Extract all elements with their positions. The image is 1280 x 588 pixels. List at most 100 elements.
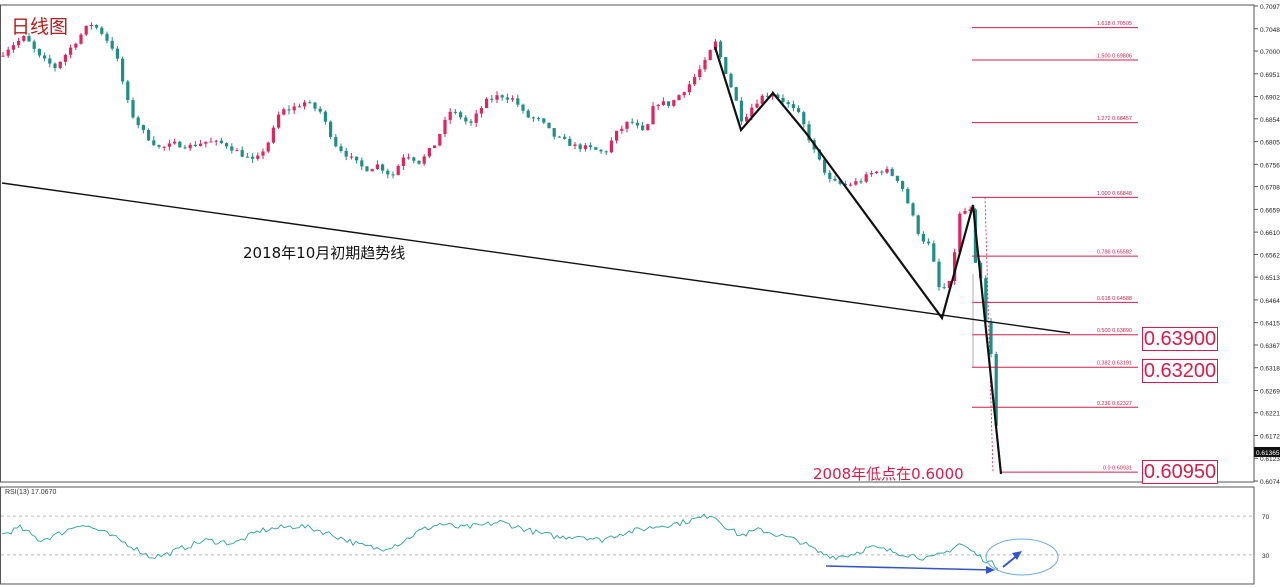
candle-body: [864, 174, 868, 182]
candle-body: [136, 117, 140, 126]
candle-body: [469, 121, 473, 123]
candle-body: [500, 95, 504, 98]
candle-body: [958, 213, 962, 253]
candle-body: [37, 48, 41, 56]
candle-body: [947, 280, 951, 289]
candle-body: [578, 144, 582, 150]
candle-body: [121, 58, 125, 82]
candle-body: [505, 97, 509, 100]
candle-body: [323, 111, 327, 122]
candle-body: [318, 108, 322, 112]
candle-body: [953, 252, 957, 281]
chart-title: 日线图: [11, 16, 69, 38]
candle-body: [859, 181, 863, 183]
candle-body: [531, 117, 535, 119]
candle-body: [303, 102, 307, 107]
candle-body: [604, 151, 608, 153]
candle-body: [355, 156, 359, 161]
candle-body: [573, 144, 577, 146]
candle-body: [516, 98, 520, 105]
candle-body: [625, 121, 629, 129]
candle-body: [781, 97, 785, 103]
candle-body: [615, 130, 619, 141]
candle-body: [677, 95, 681, 101]
candle-body: [235, 150, 239, 152]
candle-body: [651, 106, 655, 125]
candle-body: [115, 48, 119, 59]
candle-body: [422, 156, 426, 164]
candle-body: [17, 40, 21, 46]
candle-body: [427, 148, 431, 157]
trendline-label: 2018年10月初期趋势线: [243, 244, 406, 262]
candle-body: [921, 233, 925, 242]
candle-body: [906, 188, 910, 204]
current-price-marker: [1254, 446, 1280, 457]
candle-body: [11, 45, 15, 50]
candle-body: [734, 87, 738, 101]
level-box-060950: 0.60950: [1142, 460, 1218, 484]
candle-body: [739, 100, 743, 122]
candle-body: [750, 107, 754, 117]
candle-body: [162, 146, 166, 148]
rsi-label: RSI(13) 17.0670: [5, 489, 57, 496]
fib-label: 1.618 0.70505: [1097, 21, 1132, 27]
rsi-panel-frame: [0, 486, 1255, 585]
candle-body: [157, 145, 161, 147]
candle-body: [110, 40, 114, 49]
candle-body: [932, 243, 936, 262]
candle-body: [152, 140, 156, 146]
fib-label: 1.000 0.66848: [1097, 191, 1132, 197]
candle-body: [27, 36, 31, 42]
candle-body: [219, 140, 223, 144]
candle-body: [58, 61, 62, 69]
candle-body: [843, 183, 847, 186]
candle-body: [760, 95, 764, 104]
candle-body: [984, 278, 988, 323]
trendline-2018: [1, 182, 1071, 334]
candle-body: [854, 181, 858, 185]
candle-body: [292, 106, 296, 111]
candle-body: [937, 261, 941, 288]
candle-body: [261, 151, 265, 156]
candle-body: [583, 145, 587, 150]
candle-body: [339, 146, 343, 151]
fib-label: 1.500 0.69806: [1097, 54, 1132, 60]
candle-body: [802, 112, 806, 125]
zigzag-wave-lines: [713, 46, 1003, 475]
candle-body: [89, 25, 93, 27]
candle-body: [329, 121, 333, 138]
candle-body: [771, 94, 775, 97]
candle-body: [989, 322, 993, 355]
candle-body: [817, 149, 821, 160]
candle-body: [724, 57, 728, 74]
candle-body: [490, 98, 494, 100]
candle-body: [173, 141, 177, 144]
candle-body: [22, 36, 26, 41]
candle-body: [277, 114, 281, 128]
candle-body: [178, 141, 182, 148]
candle-body: [838, 180, 842, 184]
rsi-arrowhead: [986, 566, 995, 574]
candle-body: [63, 54, 67, 62]
candle-body: [994, 354, 998, 426]
fib-projection-line: [984, 197, 994, 473]
candle-body: [630, 121, 634, 123]
rsi-level-label: 70: [1262, 514, 1270, 521]
candle-body: [479, 108, 483, 114]
candle-body: [557, 136, 561, 138]
candle-body: [568, 138, 572, 146]
candle-body: [667, 101, 671, 106]
candle-body: [641, 125, 645, 131]
candle-body: [214, 140, 218, 142]
candle-body: [375, 164, 379, 170]
candle-body: [703, 60, 707, 70]
candle-body: [833, 178, 837, 181]
